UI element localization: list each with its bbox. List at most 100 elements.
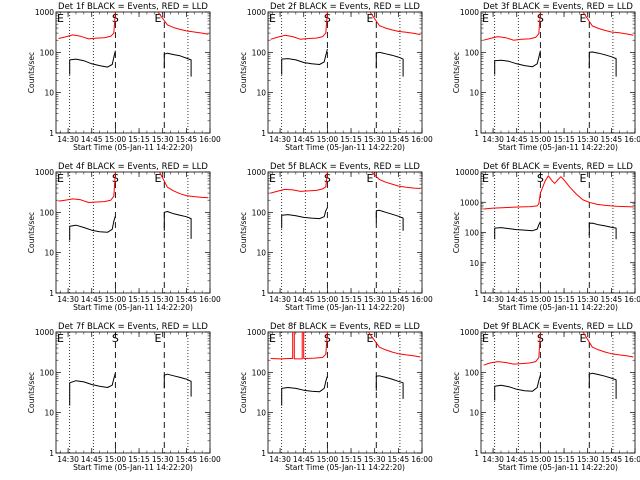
y-tick-label: 10 bbox=[44, 409, 54, 418]
events-series-line bbox=[69, 373, 192, 406]
x-tick-label: 16:00 bbox=[624, 295, 640, 304]
y-axis-label: Counts/sec bbox=[27, 212, 36, 253]
x-tick-label: 15:45 bbox=[176, 135, 198, 144]
y-tick-label: 1000 bbox=[247, 8, 266, 17]
marker-e: E bbox=[57, 12, 64, 25]
x-axis-label: Start Time (05-Jan-11 14:22:20) bbox=[498, 143, 618, 152]
marker-e: E bbox=[366, 172, 373, 185]
x-tick-label: 15:15 bbox=[553, 455, 575, 464]
lld-series-line bbox=[483, 175, 634, 210]
events-series-line bbox=[69, 50, 192, 77]
x-axis-label: Start Time (05-Jan-11 14:22:20) bbox=[498, 463, 618, 472]
marker-e: E bbox=[482, 12, 489, 25]
y-tick-label: 1000 bbox=[35, 8, 54, 17]
x-tick-label: 14:30 bbox=[57, 455, 79, 464]
panel-8: Det 8f BLACK = Events, RED = LLD 1 10 100 10… bbox=[239, 322, 433, 472]
events-series-line bbox=[494, 221, 617, 240]
lld-series-line bbox=[483, 332, 634, 366]
marker-s: S bbox=[537, 172, 544, 185]
x-tick-label: 15:45 bbox=[388, 295, 410, 304]
marker-s: S bbox=[324, 172, 331, 185]
marker-e: E bbox=[579, 172, 586, 185]
x-tick-label: 15:30 bbox=[152, 295, 174, 304]
x-tick-label: 14:30 bbox=[269, 455, 291, 464]
x-tick-label: 15:00 bbox=[317, 295, 339, 304]
panel-3-frame bbox=[480, 11, 636, 134]
y-tick-label: 10 bbox=[256, 409, 266, 418]
y-tick-label: 1000 bbox=[247, 168, 266, 177]
marker-e: E bbox=[57, 172, 64, 185]
x-tick-label: 15:30 bbox=[152, 135, 174, 144]
y-tick-label: 1 bbox=[49, 289, 54, 298]
y-tick-label: 1000 bbox=[460, 198, 479, 207]
y-axis-label: Counts/sec bbox=[452, 372, 461, 413]
y-axis-label: Counts/sec bbox=[27, 372, 36, 413]
y-tick-label: 1 bbox=[474, 289, 479, 298]
y-axis-label: Counts/sec bbox=[239, 372, 248, 413]
lld-series-line bbox=[270, 12, 421, 40]
x-tick-label: 16:00 bbox=[624, 455, 640, 464]
panel-9: Det 9f BLACK = Events, RED = LLD 1 10 100 10… bbox=[452, 322, 640, 472]
events-series-line bbox=[494, 50, 617, 77]
panel-9-frame bbox=[480, 331, 636, 454]
x-tick-label: 14:30 bbox=[269, 135, 291, 144]
x-tick-label: 15:00 bbox=[317, 455, 339, 464]
panel-2-frame bbox=[267, 11, 423, 134]
x-tick-label: 14:30 bbox=[482, 295, 504, 304]
y-tick-label: 1 bbox=[474, 449, 479, 458]
x-tick-label: 15:30 bbox=[577, 455, 599, 464]
x-tick-label: 15:45 bbox=[176, 455, 198, 464]
x-tick-label: 15:45 bbox=[601, 455, 623, 464]
x-tick-label: 14:30 bbox=[269, 295, 291, 304]
x-tick-label: 14:45 bbox=[506, 295, 528, 304]
panel-7: Det 7f BLACK = Events, RED = LLD 1 10 100 10… bbox=[27, 322, 221, 472]
x-tick-label: 14:30 bbox=[57, 135, 79, 144]
x-tick-label: 15:15 bbox=[128, 455, 150, 464]
y-tick-label: 1000 bbox=[460, 328, 479, 337]
x-tick-label: 14:45 bbox=[81, 135, 103, 144]
lld-series-line bbox=[270, 332, 421, 360]
y-axis-label: Counts/sec bbox=[27, 52, 36, 93]
events-series-line bbox=[494, 372, 617, 401]
x-tick-label: 16:00 bbox=[199, 295, 221, 304]
x-tick-label: 15:15 bbox=[340, 135, 362, 144]
x-tick-label: 16:00 bbox=[411, 135, 433, 144]
x-tick-label: 14:45 bbox=[81, 455, 103, 464]
panel-1-frame bbox=[55, 11, 211, 134]
x-tick-label: 16:00 bbox=[624, 135, 640, 144]
x-tick-label: 15:15 bbox=[553, 135, 575, 144]
x-tick-label: 15:30 bbox=[364, 295, 386, 304]
x-tick-label: 14:30 bbox=[57, 295, 79, 304]
panel-4: Det 4f BLACK = Events, RED = LLD 1 10 100 10… bbox=[27, 162, 221, 312]
panel-7-title: Det 7f BLACK = Events, RED = LLD bbox=[58, 322, 208, 332]
x-tick-label: 15:45 bbox=[601, 135, 623, 144]
panel-1: Det 1f BLACK = Events, RED = LLD 1 10 100 10… bbox=[27, 2, 221, 152]
y-axis-label: Counts/sec bbox=[239, 52, 248, 93]
lld-series-line bbox=[270, 172, 421, 194]
marker-e: E bbox=[269, 332, 276, 345]
y-tick-label: 10 bbox=[256, 89, 266, 98]
x-tick-label: 15:15 bbox=[340, 455, 362, 464]
x-tick-label: 16:00 bbox=[199, 135, 221, 144]
y-tick-label: 1 bbox=[261, 449, 266, 458]
x-tick-label: 14:45 bbox=[293, 295, 315, 304]
y-tick-label: 10 bbox=[469, 259, 479, 268]
panel-7-frame bbox=[55, 331, 211, 454]
x-tick-label: 15:15 bbox=[553, 295, 575, 304]
x-tick-label: 14:30 bbox=[482, 135, 504, 144]
events-series-line bbox=[281, 207, 404, 231]
y-tick-label: 100 bbox=[465, 48, 480, 57]
y-tick-label: 10 bbox=[44, 89, 54, 98]
x-tick-label: 14:45 bbox=[506, 455, 528, 464]
y-tick-label: 1000 bbox=[247, 328, 266, 337]
y-tick-label: 1 bbox=[474, 129, 479, 138]
y-tick-label: 100 bbox=[465, 368, 480, 377]
x-tick-label: 15:30 bbox=[577, 135, 599, 144]
x-tick-label: 15:30 bbox=[364, 135, 386, 144]
marker-e: E bbox=[269, 12, 276, 25]
marker-e: E bbox=[579, 12, 586, 25]
x-tick-label: 16:00 bbox=[411, 455, 433, 464]
x-tick-label: 15:30 bbox=[364, 455, 386, 464]
x-tick-label: 15:15 bbox=[128, 135, 150, 144]
marker-e: E bbox=[154, 12, 161, 25]
